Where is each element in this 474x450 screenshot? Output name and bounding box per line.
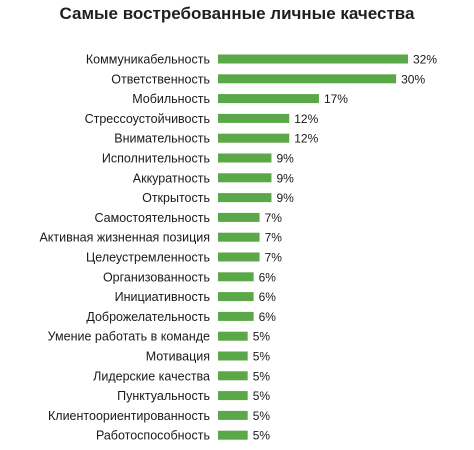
bar	[218, 232, 260, 242]
data-label: 6%	[259, 310, 277, 324]
bar	[218, 410, 248, 420]
bar	[218, 153, 272, 163]
category-label: Организованность	[103, 270, 210, 284]
data-label: 6%	[259, 270, 277, 284]
category-label: Открытость	[142, 191, 210, 205]
category-label: Инициативность	[115, 290, 210, 304]
data-label: 9%	[276, 191, 294, 205]
data-label: 5%	[253, 369, 271, 383]
bar	[218, 391, 248, 401]
data-label: 7%	[265, 251, 283, 265]
data-label: 6%	[259, 290, 277, 304]
category-label: Пунктуальность	[117, 389, 210, 403]
data-label: 9%	[276, 152, 294, 166]
category-label: Исполнительность	[102, 152, 210, 166]
category-label: Лидерские качества	[93, 369, 210, 383]
data-label: 5%	[253, 409, 271, 423]
category-label: Работоспособность	[96, 429, 210, 443]
bar	[218, 54, 408, 64]
bar	[218, 212, 260, 222]
data-label: 7%	[265, 231, 283, 245]
data-label: 5%	[253, 429, 271, 443]
bar	[218, 193, 272, 203]
bar	[218, 351, 248, 361]
data-label: 30%	[401, 72, 425, 86]
category-label: Аккуратность	[133, 171, 210, 185]
bar	[218, 331, 248, 341]
bar	[218, 74, 397, 84]
bar	[218, 311, 254, 321]
bar	[218, 133, 290, 143]
data-label: 12%	[294, 132, 318, 146]
category-label: Ответственность	[111, 72, 210, 86]
bar	[218, 173, 272, 183]
category-label: Умение работать в команде	[48, 330, 210, 344]
category-label: Целеустремленность	[86, 251, 210, 265]
category-label: Мобильность	[132, 92, 210, 106]
category-label: Мотивация	[146, 350, 210, 364]
category-label: Доброжелательность	[86, 310, 210, 324]
data-label: 5%	[253, 389, 271, 403]
bar	[218, 252, 260, 262]
data-label: 7%	[265, 211, 283, 225]
bar	[218, 371, 248, 381]
category-label: Стрессоустойчивость	[85, 112, 210, 126]
bar	[218, 94, 319, 104]
bar	[218, 430, 248, 440]
data-label: 12%	[294, 112, 318, 126]
data-label: 32%	[413, 53, 437, 67]
category-label: Активная жизненная позиция	[39, 231, 210, 245]
bar	[218, 113, 290, 123]
data-label: 17%	[324, 92, 348, 106]
chart-title: Самые востребованные личные качества	[59, 4, 415, 23]
bar	[218, 292, 254, 302]
category-label: Коммуникабельность	[86, 53, 210, 67]
data-label: 5%	[253, 330, 271, 344]
data-label: 5%	[253, 350, 271, 364]
category-label: Внимательность	[114, 132, 210, 146]
category-label: Клиентоориентированность	[48, 409, 210, 423]
data-label: 9%	[276, 171, 294, 185]
bar	[218, 272, 254, 282]
category-label: Самостоятельность	[95, 211, 211, 225]
